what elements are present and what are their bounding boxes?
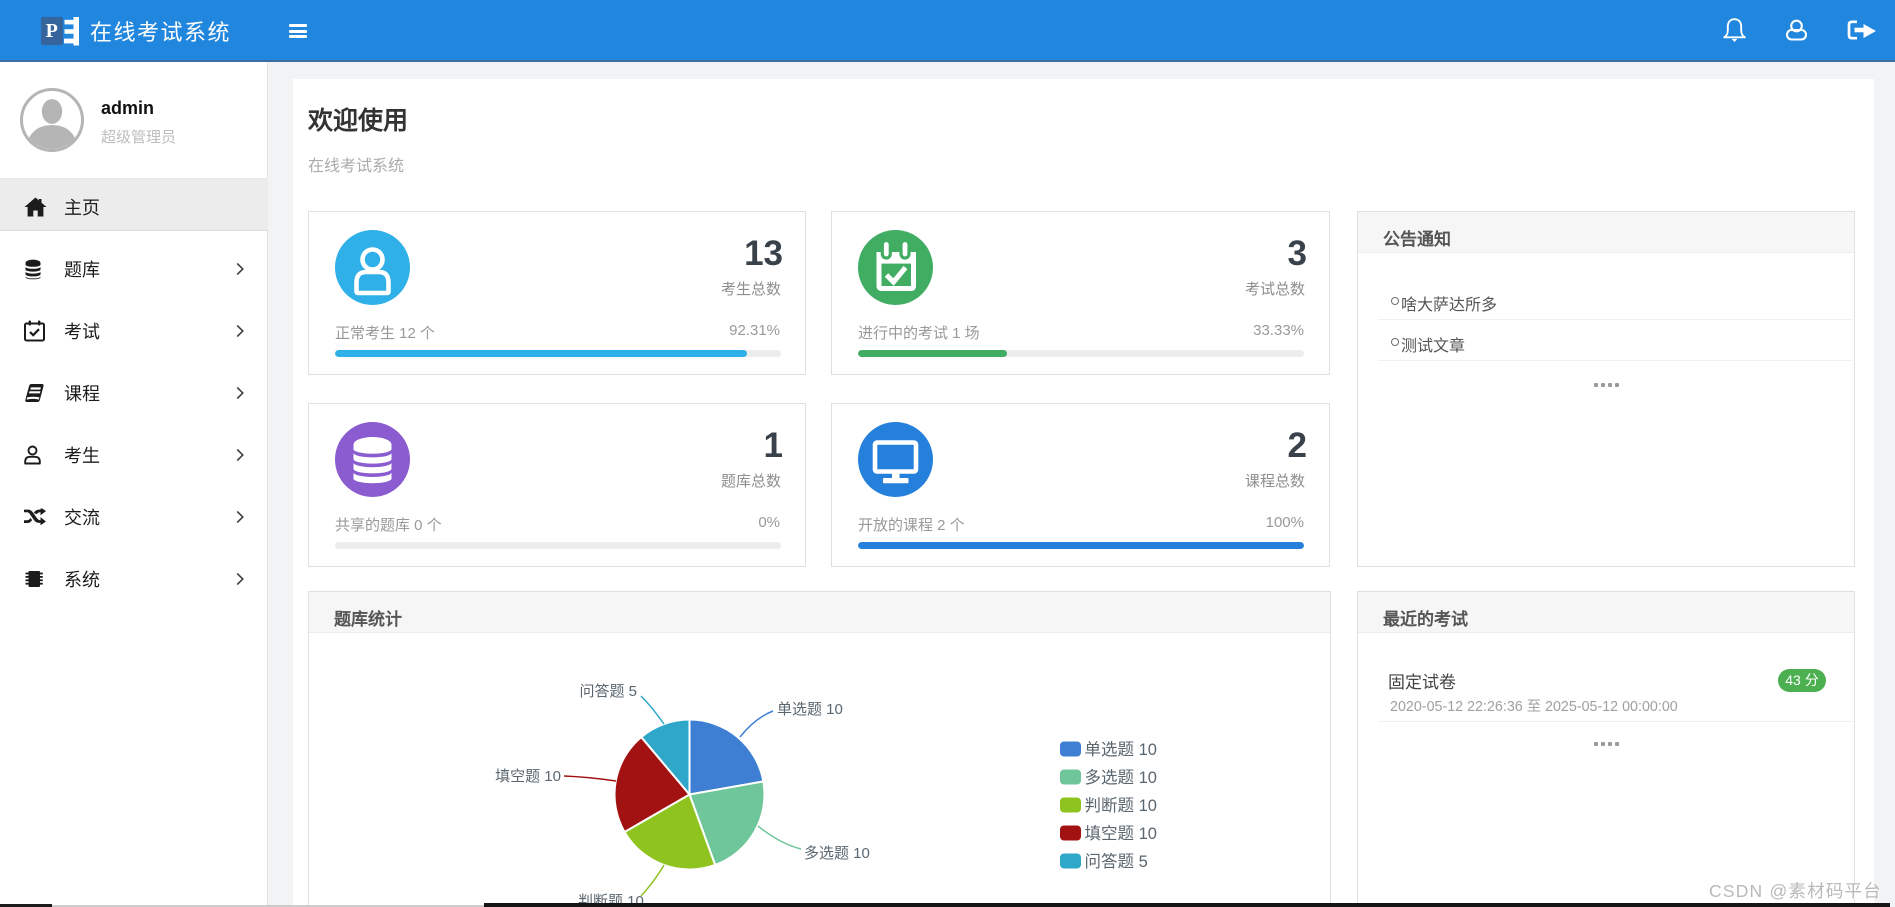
svg-text:单选题 10: 单选题 10 xyxy=(1085,740,1157,759)
svg-text:问答题 5: 问答题 5 xyxy=(1085,852,1148,871)
svg-text:填空题 10: 填空题 10 xyxy=(495,768,561,785)
svg-text:多选题 10: 多选题 10 xyxy=(804,845,870,862)
svg-text:单选题 10: 单选题 10 xyxy=(777,701,843,718)
svg-text:多选题 10: 多选题 10 xyxy=(1085,768,1157,787)
svg-text:问答题 5: 问答题 5 xyxy=(579,683,637,700)
svg-text:填空题 10: 填空题 10 xyxy=(1085,824,1157,843)
svg-text:判断题 10: 判断题 10 xyxy=(1085,796,1157,815)
